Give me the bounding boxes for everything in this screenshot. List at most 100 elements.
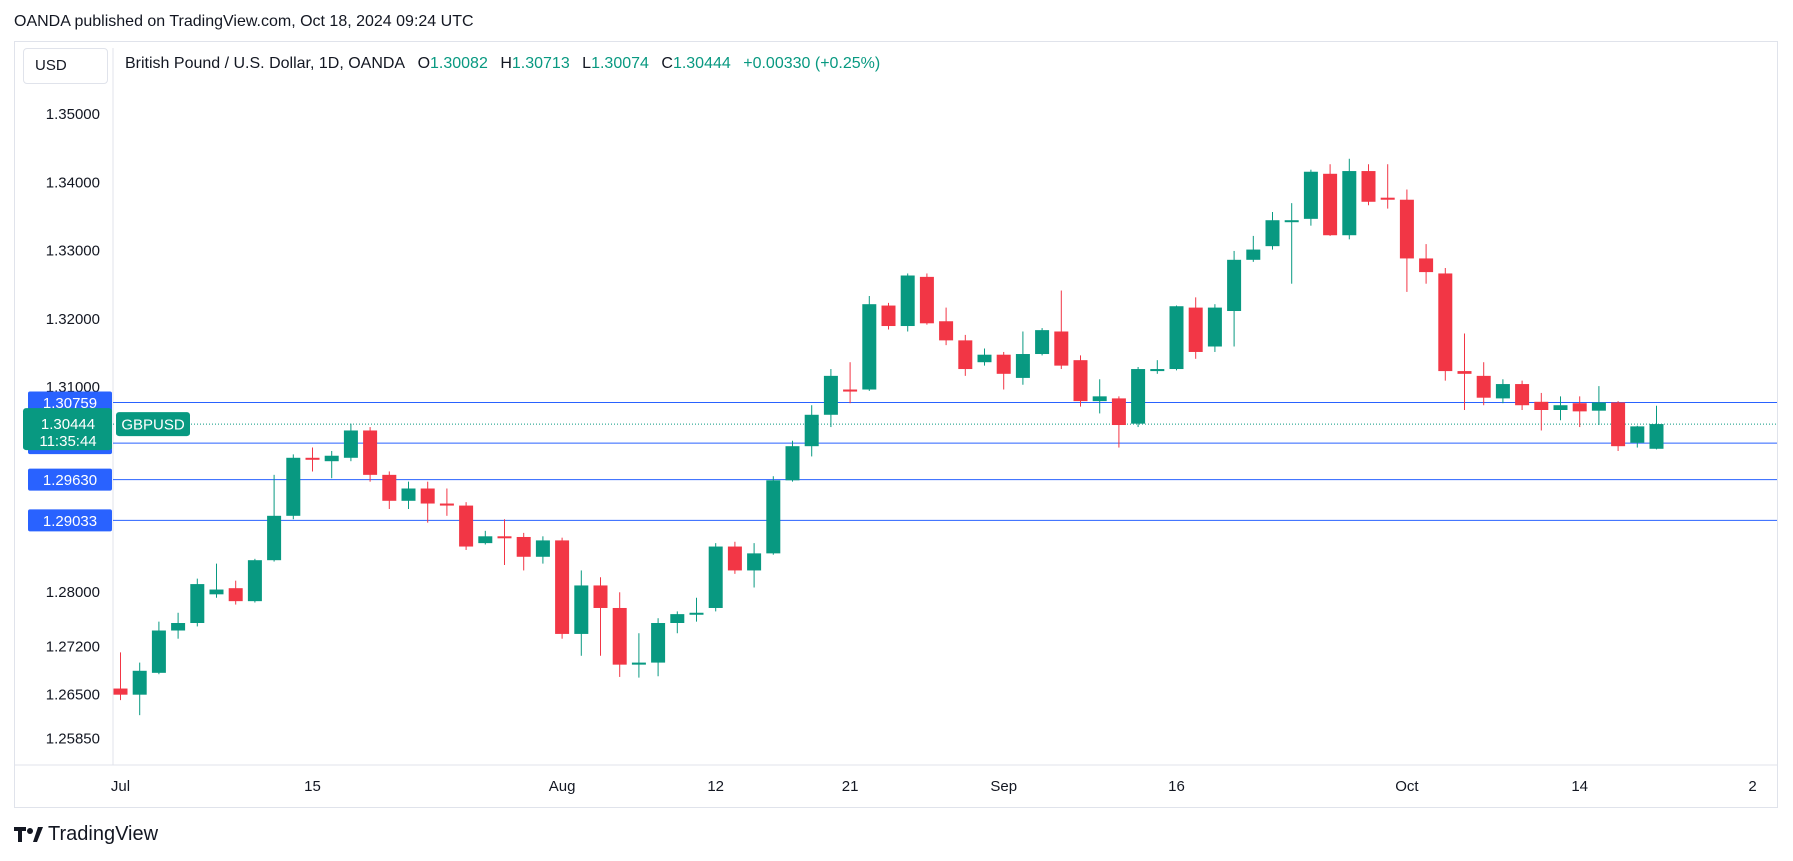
candle-body[interactable] xyxy=(996,354,1011,374)
candle-body[interactable] xyxy=(151,630,166,673)
level-price-tag xyxy=(28,468,112,491)
legend-change: +0.00330 (+0.25%) xyxy=(743,55,881,72)
candle-body[interactable] xyxy=(439,503,454,506)
candle-body[interactable] xyxy=(1169,306,1184,370)
candle-body[interactable] xyxy=(1438,273,1453,372)
candle-body[interactable] xyxy=(727,546,742,571)
candle-body[interactable] xyxy=(171,623,186,631)
candle-body[interactable] xyxy=(228,588,243,602)
candle-body[interactable] xyxy=(919,276,934,324)
candle-body[interactable] xyxy=(516,536,531,557)
symbol-tag xyxy=(116,412,190,437)
candle-body[interactable] xyxy=(1035,330,1050,355)
candle-body[interactable] xyxy=(305,457,320,460)
candle-body[interactable] xyxy=(804,414,819,447)
candle-body[interactable] xyxy=(209,589,224,595)
level-price-label: 1.29033 xyxy=(43,513,97,530)
x-tick-label: Oct xyxy=(1395,778,1419,795)
x-tick-label: 2 xyxy=(1748,778,1756,795)
x-tick-label: 21 xyxy=(842,778,859,795)
candle-body[interactable] xyxy=(612,607,627,665)
candle-body[interactable] xyxy=(1572,403,1587,412)
candle-body[interactable] xyxy=(1207,307,1222,347)
candle-body[interactable] xyxy=(1054,331,1069,366)
candle-body[interactable] xyxy=(708,546,723,608)
candle-body[interactable] xyxy=(881,305,896,327)
x-tick-label: Aug xyxy=(549,778,576,795)
candle-body[interactable] xyxy=(113,688,128,695)
x-tick-label: 16 xyxy=(1168,778,1185,795)
level-price-tag xyxy=(28,509,112,532)
candle-body[interactable] xyxy=(593,585,608,608)
candle-body[interactable] xyxy=(958,340,973,370)
candle-body[interactable] xyxy=(190,584,205,623)
candle-body[interactable] xyxy=(1265,220,1280,247)
y-tick-label: 1.25850 xyxy=(46,731,100,748)
candle-body[interactable] xyxy=(497,536,512,539)
candle-body[interactable] xyxy=(267,515,282,561)
candle-body[interactable] xyxy=(324,455,339,462)
legend-open-value: 1.30082 xyxy=(430,55,488,72)
candle-body[interactable] xyxy=(459,505,474,547)
candle-body[interactable] xyxy=(843,389,858,392)
candle-body[interactable] xyxy=(1591,402,1606,411)
candle-body[interactable] xyxy=(1534,401,1549,410)
candle-body[interactable] xyxy=(1342,171,1357,236)
candle-body[interactable] xyxy=(1611,402,1626,447)
candle-body[interactable] xyxy=(1630,426,1645,443)
level-price-label: 1.30759 xyxy=(43,395,97,412)
candle-body[interactable] xyxy=(1361,171,1376,202)
countdown-label: 11:35:44 xyxy=(39,433,96,450)
currency-button[interactable]: USD xyxy=(23,48,108,84)
candle-body[interactable] xyxy=(939,321,954,341)
candle-body[interactable] xyxy=(1515,384,1530,406)
candle-body[interactable] xyxy=(862,304,877,390)
candle-body[interactable] xyxy=(1419,258,1434,273)
candle-body[interactable] xyxy=(1246,249,1261,260)
candle-body[interactable] xyxy=(900,275,915,327)
candle-body[interactable] xyxy=(555,540,570,634)
candle-body[interactable] xyxy=(1553,405,1568,410)
candle-body[interactable] xyxy=(747,553,762,571)
candle-body[interactable] xyxy=(1649,424,1664,449)
candle-body[interactable] xyxy=(1495,384,1510,399)
legend-close-label: C xyxy=(661,55,673,72)
candle-body[interactable] xyxy=(1073,360,1088,402)
candle-body[interactable] xyxy=(689,612,704,615)
candle-body[interactable] xyxy=(785,446,800,481)
candle-body[interactable] xyxy=(574,585,589,634)
candle-body[interactable] xyxy=(1015,354,1030,378)
candle-body[interactable] xyxy=(977,354,992,363)
candle-body[interactable] xyxy=(651,623,666,663)
candle-body[interactable] xyxy=(1380,197,1395,200)
x-tick-label: 12 xyxy=(707,778,724,795)
candle-body[interactable] xyxy=(382,474,397,501)
candle-body[interactable] xyxy=(132,670,147,695)
candle-body[interactable] xyxy=(1399,199,1414,259)
candle-body[interactable] xyxy=(1303,171,1318,219)
candle-body[interactable] xyxy=(1227,259,1242,312)
candle-body[interactable] xyxy=(478,536,493,544)
candle-body[interactable] xyxy=(766,480,781,554)
candle-body[interactable] xyxy=(1188,307,1203,352)
candle-body[interactable] xyxy=(1111,398,1126,426)
candle-body[interactable] xyxy=(1131,369,1146,424)
candle-body[interactable] xyxy=(286,457,301,516)
candle-body[interactable] xyxy=(1092,396,1107,402)
candle-body[interactable] xyxy=(631,662,646,665)
candle-body[interactable] xyxy=(343,430,358,458)
candle-body[interactable] xyxy=(247,560,262,602)
candle-body[interactable] xyxy=(670,614,685,623)
footer-logo[interactable]: TradingView xyxy=(14,823,158,846)
candle-body[interactable] xyxy=(823,375,838,415)
candle-body[interactable] xyxy=(420,488,435,504)
candle-body[interactable] xyxy=(401,488,416,501)
candle-body[interactable] xyxy=(363,430,378,475)
candle-body[interactable] xyxy=(1476,375,1491,398)
candle-body[interactable] xyxy=(1284,220,1299,223)
candle-body[interactable] xyxy=(535,540,550,557)
candle-body[interactable] xyxy=(1150,369,1165,372)
candle-body[interactable] xyxy=(1457,371,1472,374)
candle-body[interactable] xyxy=(1323,173,1338,236)
